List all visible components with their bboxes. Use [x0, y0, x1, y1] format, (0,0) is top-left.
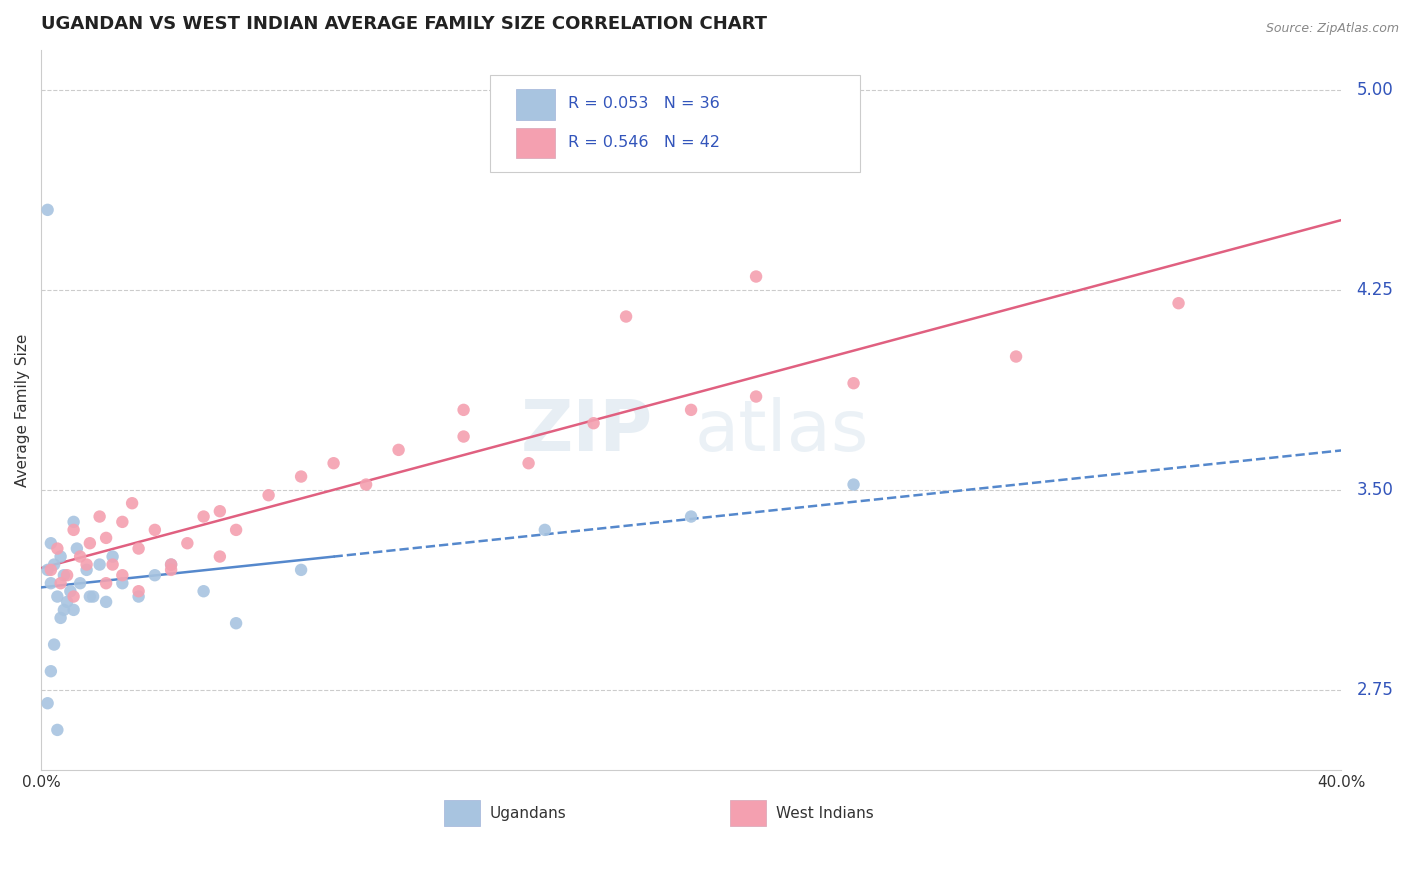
- Point: [62, 590, 84, 604]
- Text: R = 0.053   N = 36: R = 0.053 N = 36: [568, 96, 720, 112]
- Point: [143, 568, 166, 582]
- Point: [37, 563, 59, 577]
- Point: [52, 568, 75, 582]
- Point: [1167, 296, 1189, 310]
- Point: [39, 576, 62, 591]
- Point: [39, 536, 62, 550]
- Point: [89, 509, 111, 524]
- Text: atlas: atlas: [695, 397, 869, 466]
- Point: [56, 595, 79, 609]
- Point: [387, 442, 409, 457]
- Point: [534, 523, 557, 537]
- Point: [160, 563, 183, 577]
- Point: [193, 509, 215, 524]
- Point: [69, 549, 91, 564]
- FancyBboxPatch shape: [489, 75, 860, 172]
- Point: [56, 568, 79, 582]
- Point: [69, 576, 91, 591]
- Point: [66, 541, 89, 556]
- Point: [37, 696, 59, 710]
- Point: [193, 584, 215, 599]
- Text: West Indians: West Indians: [776, 805, 873, 821]
- Y-axis label: Average Family Size: Average Family Size: [15, 334, 30, 486]
- Bar: [516, 89, 554, 120]
- Text: 5.00: 5.00: [1357, 81, 1393, 99]
- Point: [101, 558, 124, 572]
- Text: UGANDAN VS WEST INDIAN AVERAGE FAMILY SIZE CORRELATION CHART: UGANDAN VS WEST INDIAN AVERAGE FAMILY SI…: [41, 15, 768, 33]
- Point: [176, 536, 198, 550]
- Point: [46, 723, 69, 737]
- Point: [225, 616, 247, 631]
- Text: Ugandans: Ugandans: [489, 805, 567, 821]
- Point: [290, 563, 312, 577]
- Point: [225, 523, 247, 537]
- Point: [681, 509, 703, 524]
- Point: [842, 376, 865, 391]
- Point: [62, 523, 84, 537]
- Point: [111, 576, 134, 591]
- Point: [111, 515, 134, 529]
- Point: [160, 558, 183, 572]
- Point: [46, 590, 69, 604]
- Point: [59, 584, 82, 599]
- Text: 3.50: 3.50: [1357, 481, 1393, 499]
- Point: [453, 429, 475, 443]
- Point: [52, 603, 75, 617]
- Point: [745, 269, 768, 284]
- Point: [160, 558, 183, 572]
- Point: [94, 576, 117, 591]
- Point: [745, 390, 768, 404]
- Point: [208, 504, 231, 518]
- Point: [76, 558, 98, 572]
- Point: [842, 477, 865, 491]
- Point: [39, 664, 62, 678]
- Point: [62, 603, 84, 617]
- Point: [79, 590, 101, 604]
- Point: [681, 402, 703, 417]
- Point: [290, 469, 312, 483]
- Point: [39, 563, 62, 577]
- Point: [111, 568, 134, 582]
- Point: [128, 590, 150, 604]
- Point: [354, 477, 377, 491]
- Text: Source: ZipAtlas.com: Source: ZipAtlas.com: [1265, 22, 1399, 36]
- Point: [46, 541, 69, 556]
- Point: [614, 310, 637, 324]
- Point: [257, 488, 280, 502]
- Point: [1005, 350, 1028, 364]
- Point: [76, 563, 98, 577]
- Bar: [730, 800, 766, 826]
- Point: [128, 584, 150, 599]
- Point: [62, 515, 84, 529]
- Point: [82, 590, 104, 604]
- Point: [101, 549, 124, 564]
- Point: [49, 611, 72, 625]
- Point: [322, 456, 344, 470]
- Point: [128, 541, 150, 556]
- Point: [143, 523, 166, 537]
- Point: [79, 536, 101, 550]
- Point: [517, 456, 540, 470]
- Point: [49, 549, 72, 564]
- Bar: [444, 800, 481, 826]
- Point: [94, 595, 117, 609]
- Text: ZIP: ZIP: [522, 397, 654, 466]
- Point: [453, 402, 475, 417]
- Text: R = 0.546   N = 42: R = 0.546 N = 42: [568, 135, 720, 150]
- Point: [37, 202, 59, 217]
- Bar: [516, 128, 554, 158]
- Text: 4.25: 4.25: [1357, 281, 1393, 299]
- Point: [121, 496, 143, 510]
- Point: [208, 549, 231, 564]
- Point: [42, 638, 65, 652]
- Point: [42, 558, 65, 572]
- Point: [94, 531, 117, 545]
- Point: [582, 416, 605, 430]
- Point: [89, 558, 111, 572]
- Point: [49, 576, 72, 591]
- Text: 2.75: 2.75: [1357, 681, 1393, 699]
